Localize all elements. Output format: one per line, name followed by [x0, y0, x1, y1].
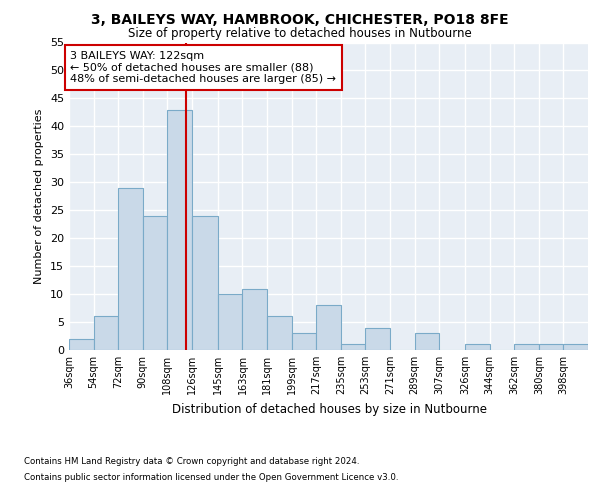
Bar: [563, 344, 588, 350]
Bar: [192, 216, 218, 350]
Bar: [118, 188, 143, 350]
Bar: [167, 110, 192, 350]
Bar: [539, 344, 563, 350]
Bar: [218, 294, 242, 350]
Text: 3 BAILEYS WAY: 122sqm
← 50% of detached houses are smaller (88)
48% of semi-deta: 3 BAILEYS WAY: 122sqm ← 50% of detached …: [70, 51, 337, 84]
Bar: [94, 316, 118, 350]
Bar: [242, 288, 267, 350]
Text: Distribution of detached houses by size in Nutbourne: Distribution of detached houses by size …: [173, 402, 487, 415]
Text: Size of property relative to detached houses in Nutbourne: Size of property relative to detached ho…: [128, 28, 472, 40]
Text: Contains HM Land Registry data © Crown copyright and database right 2024.: Contains HM Land Registry data © Crown c…: [24, 458, 359, 466]
Bar: [143, 216, 167, 350]
Bar: [514, 344, 539, 350]
Text: 3, BAILEYS WAY, HAMBROOK, CHICHESTER, PO18 8FE: 3, BAILEYS WAY, HAMBROOK, CHICHESTER, PO…: [91, 12, 509, 26]
Bar: [465, 344, 490, 350]
Bar: [292, 333, 316, 350]
Bar: [341, 344, 365, 350]
Bar: [316, 306, 341, 350]
Bar: [415, 333, 439, 350]
Bar: [69, 339, 94, 350]
Text: Contains public sector information licensed under the Open Government Licence v3: Contains public sector information licen…: [24, 472, 398, 482]
Y-axis label: Number of detached properties: Number of detached properties: [34, 108, 44, 284]
Bar: [267, 316, 292, 350]
Bar: [365, 328, 390, 350]
